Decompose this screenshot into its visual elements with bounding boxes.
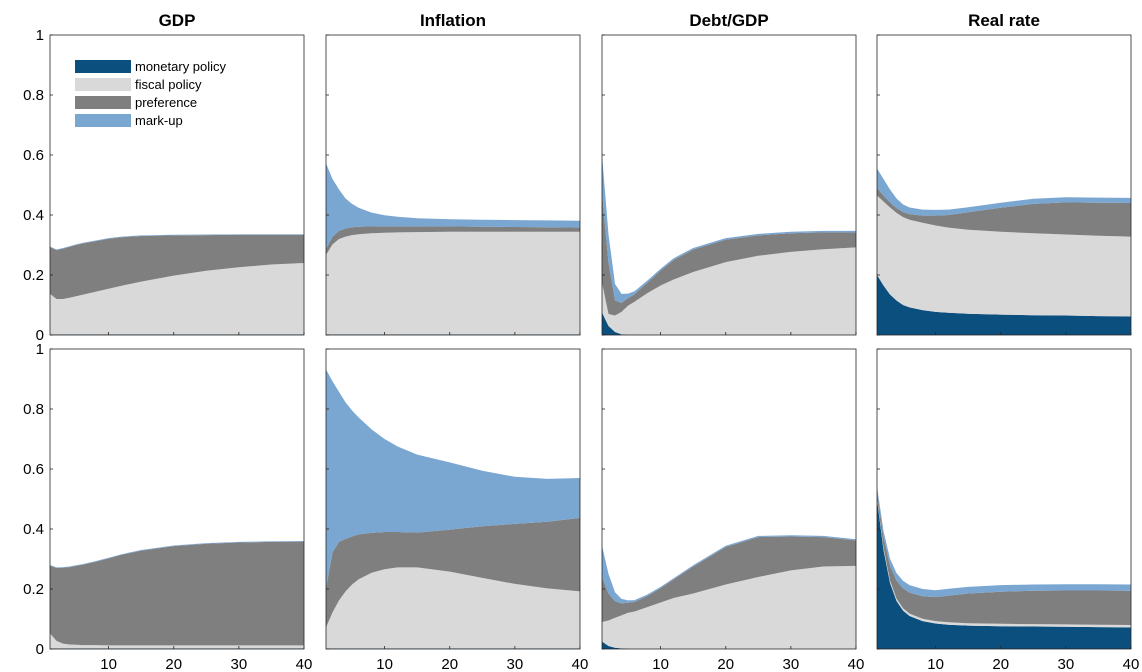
column-title-inflation: Inflation: [420, 11, 486, 30]
y-tick-label: 0.4: [23, 207, 44, 224]
area-fiscal-policy: [602, 247, 856, 335]
x-tick-label: 30: [783, 656, 800, 672]
y-tick-label: 0.8: [23, 401, 44, 418]
panel-frame: [325, 348, 581, 650]
legend-label-monetary-policy: monetary policy: [135, 59, 227, 74]
panel-frame: [49, 348, 305, 650]
panel-debt-gdp-row2: 10 20 30 40: [601, 348, 865, 672]
area-preference: [50, 541, 304, 646]
panel-inflation-row1: [325, 34, 581, 336]
legend-swatch-preference: [75, 96, 131, 109]
x-tick-label: 40: [1123, 656, 1140, 672]
areas: [50, 234, 304, 335]
x-tick-label: 10: [376, 656, 393, 672]
panel-gdp-row2: 0 0.2 0.4 0.6 0.8 1 10 20 30 40: [23, 341, 312, 672]
area-mark-up: [602, 155, 856, 303]
x-tick-label: 40: [296, 656, 313, 672]
area-preference: [877, 188, 1131, 237]
panel-frame: [601, 34, 857, 336]
x-tick-label: 10: [100, 656, 117, 672]
panel-real-rate-row2: 10 20 30 40: [876, 348, 1140, 672]
y-tick-label: 0.8: [23, 87, 44, 104]
area-preference: [877, 490, 1131, 625]
legend: monetary policy fiscal policy preference ma…: [75, 59, 227, 128]
legend-label-preference: preference: [135, 95, 197, 110]
legend-label-fiscal-policy: fiscal policy: [135, 77, 202, 92]
areas: [877, 168, 1131, 335]
x-tick-label: 40: [848, 656, 865, 672]
y-tick-label: 0.4: [23, 521, 44, 538]
panel-frame: [876, 34, 1132, 336]
x-tick-label: 10: [652, 656, 669, 672]
areas: [326, 369, 580, 649]
area-monetary-policy: [877, 275, 1131, 335]
panel-frame: [876, 348, 1132, 650]
y-tick-label: 0.2: [23, 267, 44, 284]
panel-frame: [325, 34, 581, 336]
area-preference: [602, 192, 856, 316]
area-mark-up: [326, 369, 580, 589]
area-mark-up: [877, 168, 1131, 216]
legend-swatch-monetary-policy: [75, 60, 131, 73]
x-tick-label: 20: [165, 656, 182, 672]
y-tick-label: 0: [36, 327, 44, 344]
y-tick-label: 0: [36, 641, 44, 658]
x-tick-label: 30: [231, 656, 248, 672]
x-tick-label: 20: [717, 656, 734, 672]
panel-frame: [49, 34, 305, 336]
areas: [602, 535, 856, 649]
panel-real-rate-row1: [876, 34, 1132, 336]
y-tick-label: 1: [36, 341, 44, 358]
y-tick-label: 0.2: [23, 581, 44, 598]
x-tick-label: 30: [1058, 656, 1075, 672]
column-title-debt-gdp: Debt/GDP: [689, 11, 768, 30]
area-preference: [602, 536, 856, 622]
panel-inflation-row2: 10 20 30 40: [325, 348, 589, 672]
y-tick-label: 1: [36, 27, 44, 44]
area-fiscal-policy: [602, 565, 856, 649]
x-tick-label: 20: [992, 656, 1009, 672]
panel-gdp-row1: 0 0.2 0.4 0.6 0.8 1: [23, 27, 305, 344]
area-monetary-policy: [877, 499, 1131, 649]
y-tick-label: 0.6: [23, 461, 44, 478]
area-fiscal-policy: [877, 195, 1131, 317]
areas: [877, 486, 1131, 649]
panel-frame: [601, 348, 857, 650]
panel-debt-gdp-row1: [601, 34, 857, 336]
area-preference: [50, 234, 304, 299]
area-fiscal-policy: [50, 263, 304, 335]
area-mark-up: [877, 486, 1131, 598]
legend-label-mark-up: mark-up: [135, 113, 183, 128]
area-fiscal-policy: [326, 231, 580, 335]
area-preference: [326, 517, 580, 628]
legend-swatch-fiscal-policy: [75, 78, 131, 91]
column-title-real-rate: Real rate: [968, 11, 1040, 30]
x-tick-label: 20: [441, 656, 458, 672]
x-tick-label: 40: [572, 656, 589, 672]
y-tick-label: 0.6: [23, 147, 44, 164]
column-title-gdp: GDP: [159, 11, 196, 30]
area-preference: [326, 226, 580, 255]
legend-swatch-mark-up: [75, 114, 131, 127]
x-tick-label: 30: [507, 656, 524, 672]
areas: [602, 155, 856, 335]
area-fiscal-policy: [326, 567, 580, 649]
x-tick-label: 10: [927, 656, 944, 672]
